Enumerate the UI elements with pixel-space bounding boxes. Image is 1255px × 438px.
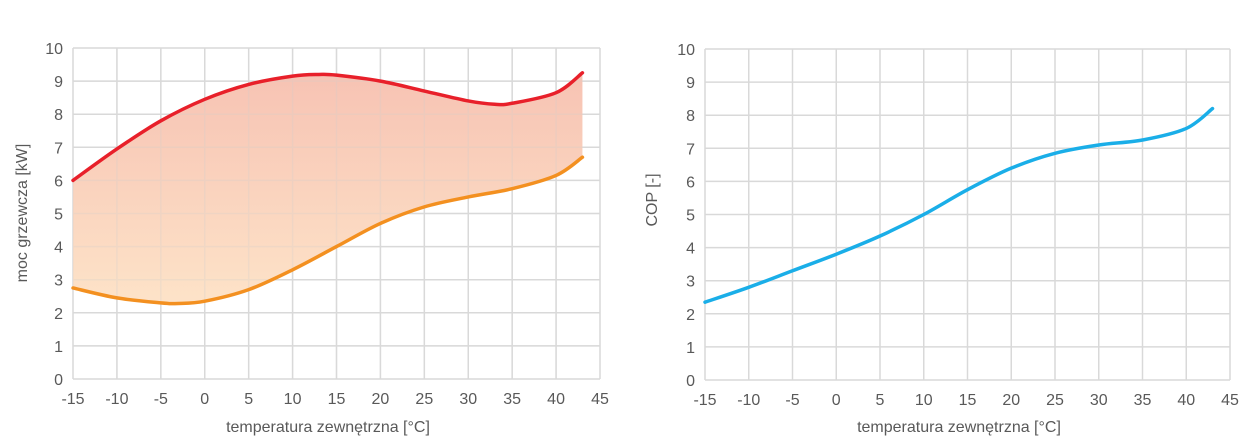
y-tick-label: 2	[686, 307, 695, 324]
x-tick-label: 15	[959, 392, 977, 409]
x-tick-label: 15	[328, 391, 346, 408]
x-tick-label: 40	[1177, 392, 1195, 409]
y-tick-label: 5	[686, 208, 695, 225]
y-tick-label: 6	[54, 173, 63, 190]
x-tick-label: 35	[1134, 392, 1152, 409]
x-tick-label: 45	[591, 391, 609, 408]
y-tick-label: 4	[54, 240, 63, 257]
max-line	[71, 71, 585, 183]
x-tick-label: 5	[876, 392, 885, 409]
x-tick-label: 20	[1002, 392, 1020, 409]
x-tick-label: 10	[915, 392, 933, 409]
x-axis-label: temperatura zewnętrzna [°C]	[226, 419, 430, 436]
x-tick-label: 35	[503, 391, 521, 408]
y-tick-label: 0	[686, 373, 695, 390]
grid	[704, 48, 1231, 381]
y-tick-label: 9	[54, 74, 63, 91]
x-tick-label: 0	[832, 392, 841, 409]
y-tick-label: 3	[54, 273, 63, 290]
x-tick-label: -10	[105, 391, 128, 408]
y-tick-label: 9	[686, 75, 695, 92]
x-tick-label: 30	[1090, 392, 1108, 409]
y-tick-label: 1	[686, 340, 695, 357]
x-tick-label: 5	[244, 391, 253, 408]
x-tick-label: -10	[737, 392, 760, 409]
x-tick-label: 25	[415, 391, 433, 408]
y-tick-label: 8	[686, 108, 695, 125]
y-tick-label: 8	[54, 107, 63, 124]
y-tick-label: 7	[54, 140, 63, 157]
y-tick-label: 10	[677, 42, 695, 59]
y-tick-label: 4	[686, 241, 695, 258]
COP-line	[703, 106, 1215, 304]
x-tick-label: -15	[693, 392, 716, 409]
x-tick-label: -5	[154, 391, 168, 408]
y-tick-label: 2	[54, 306, 63, 323]
range-area	[73, 72, 583, 304]
x-tick-label: 40	[547, 391, 565, 408]
marks	[73, 72, 583, 304]
x-tick-label: 25	[1046, 392, 1064, 409]
y-tick-label: 3	[686, 274, 695, 291]
y-tick-label: 1	[54, 339, 63, 356]
y-tick-label: 7	[686, 141, 695, 158]
x-tick-label: 20	[372, 391, 390, 408]
y-axis-label: moc grzewcza [kW]	[14, 144, 31, 283]
grid-overlay	[72, 47, 601, 380]
y-tick-label: 6	[686, 174, 695, 191]
x-tick-label: 10	[284, 391, 302, 408]
min-line	[71, 155, 585, 306]
x-tick-label: 0	[200, 391, 209, 408]
x-axis-label: temperatura zewnętrzna [°C]	[857, 419, 1061, 436]
y-tick-label: 0	[54, 372, 63, 389]
x-tick-label: -5	[785, 392, 799, 409]
x-tick-label: 30	[459, 391, 477, 408]
y-axis-label: COP [-]	[644, 173, 661, 226]
x-tick-label: 45	[1221, 392, 1239, 409]
y-tick-label: 5	[54, 207, 63, 224]
y-tick-label: 10	[45, 41, 63, 58]
x-tick-label: -15	[61, 391, 84, 408]
